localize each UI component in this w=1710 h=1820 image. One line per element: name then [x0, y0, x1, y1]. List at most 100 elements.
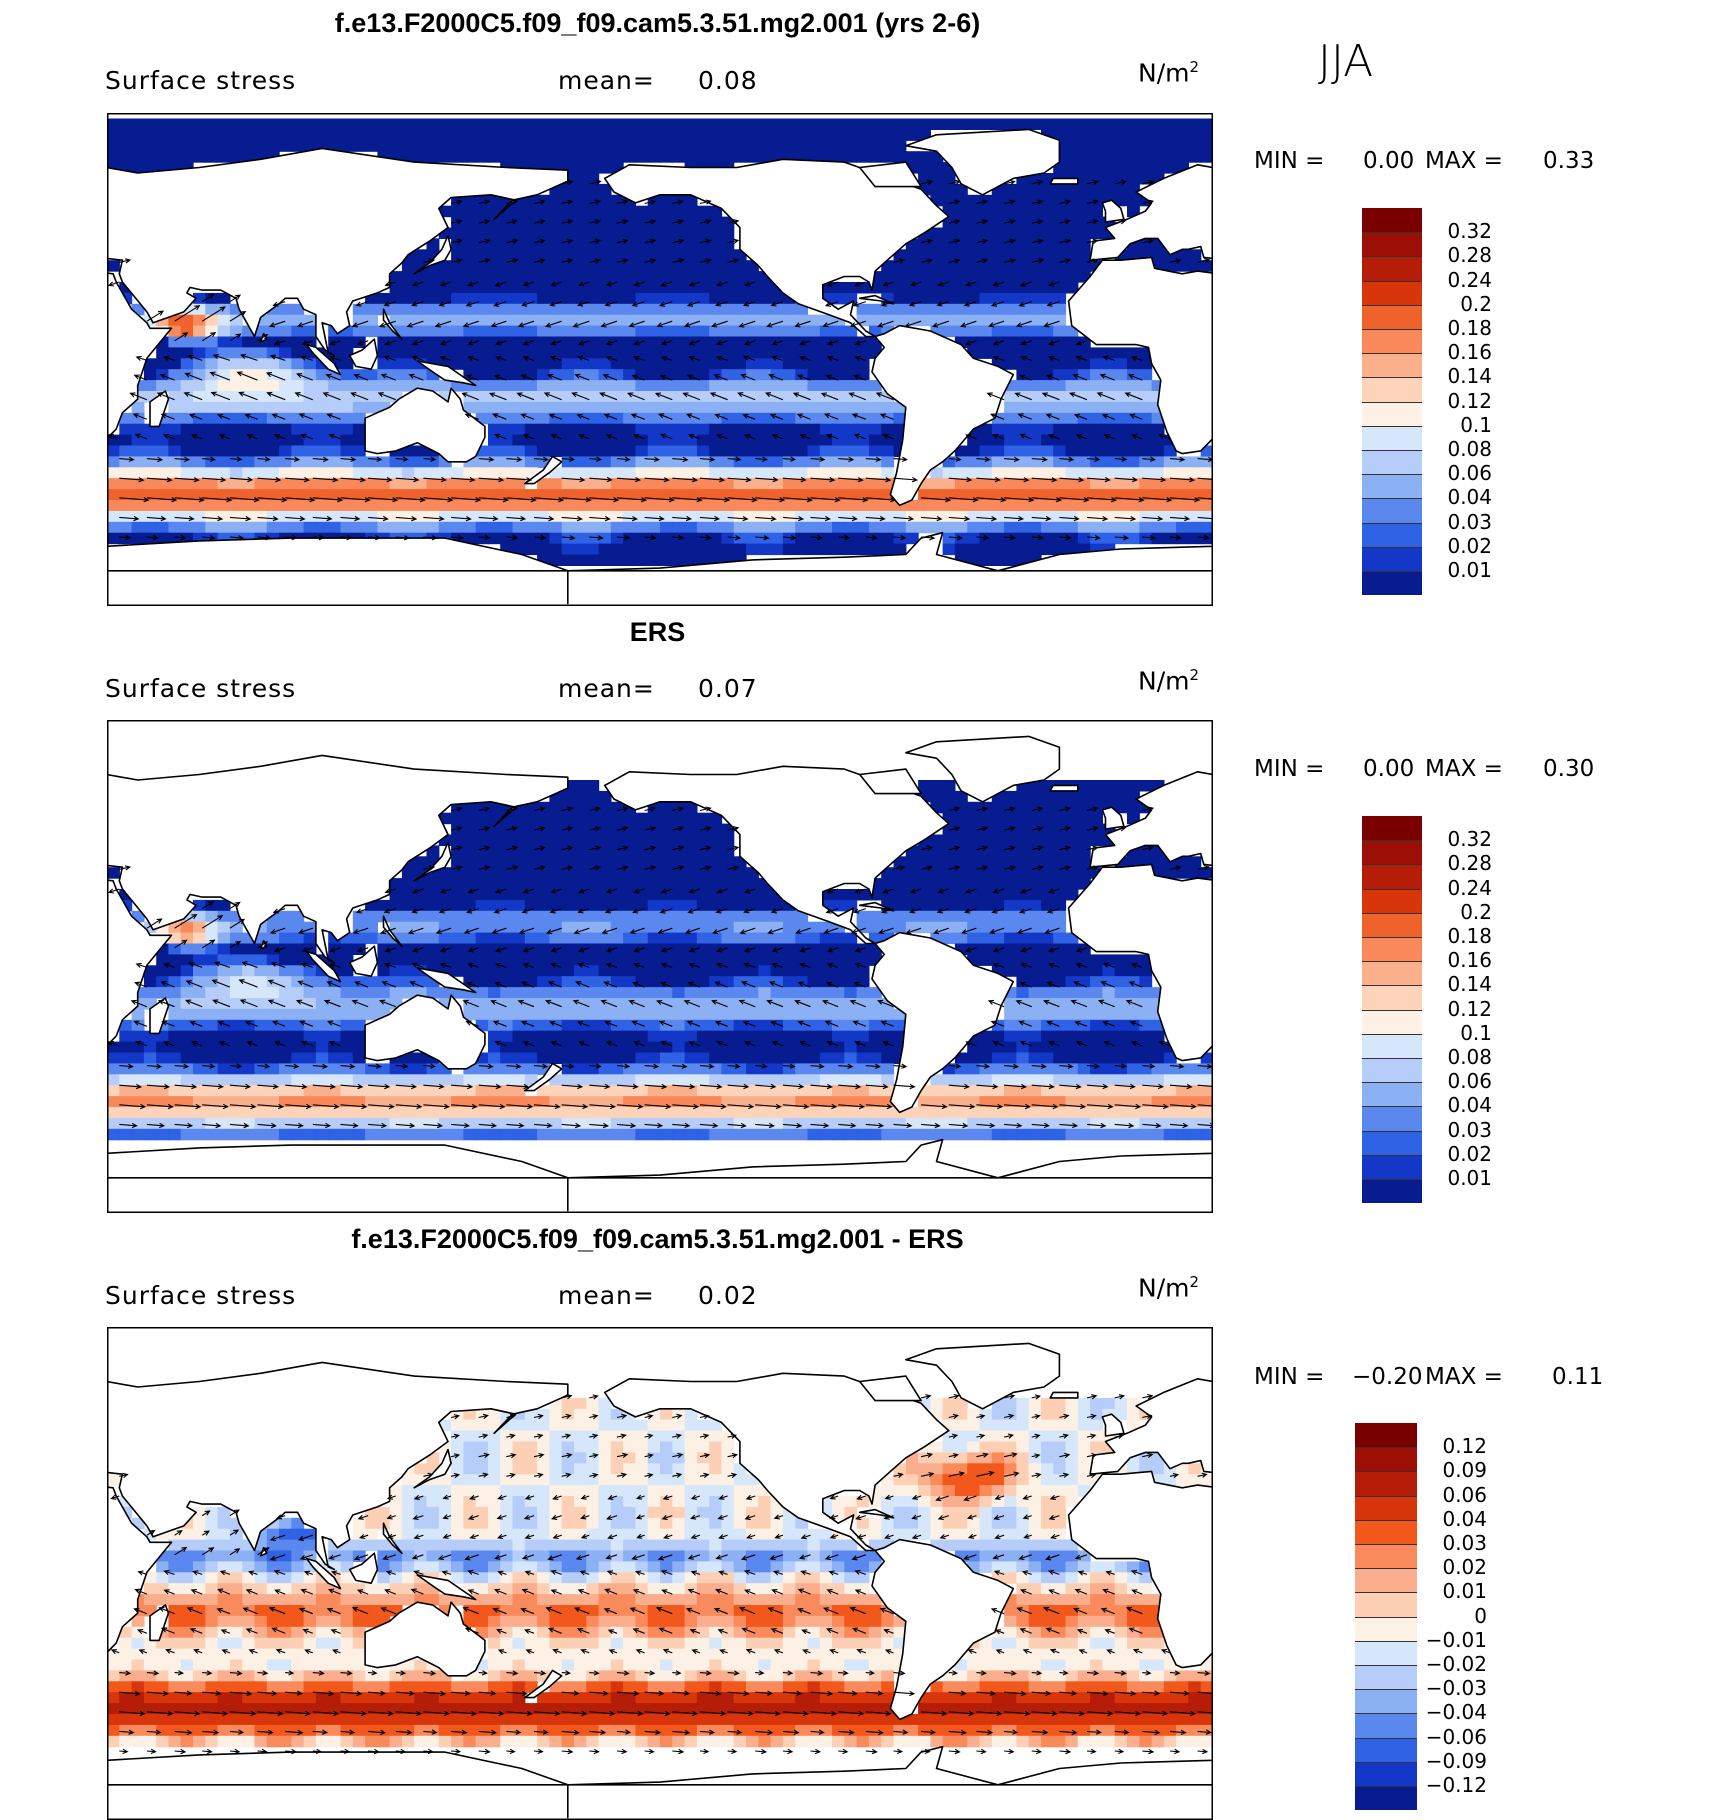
stress-vector — [688, 433, 701, 440]
field-cell — [1028, 790, 1042, 803]
field-cell — [451, 921, 464, 934]
stress-vector — [1169, 534, 1182, 541]
field-cell — [795, 910, 809, 923]
field-cell — [475, 943, 489, 955]
field-cell — [254, 1074, 268, 1086]
field-cell — [1188, 249, 1202, 261]
field-cell — [868, 889, 882, 901]
field-cell — [242, 434, 256, 447]
stress-vector — [1127, 373, 1143, 381]
field-cell — [242, 380, 256, 392]
field-cell — [1188, 260, 1202, 272]
field-cell — [131, 510, 145, 523]
field-cell — [365, 921, 378, 934]
stress-vector — [769, 413, 784, 420]
field-cell — [549, 194, 563, 207]
field-cell — [856, 456, 870, 468]
field-cell — [377, 965, 391, 977]
field-cell — [672, 1052, 686, 1064]
field-cell — [168, 532, 182, 545]
stress-vector — [699, 534, 712, 541]
field-cell — [610, 249, 624, 261]
field-cell — [561, 489, 575, 501]
field-cell — [463, 314, 477, 327]
field-cell — [414, 878, 428, 890]
field-cell — [119, 521, 133, 534]
field-cell — [561, 336, 575, 348]
field-cell — [279, 998, 292, 1010]
field-cell — [610, 227, 624, 239]
field-cell — [1176, 510, 1189, 523]
field-cell — [918, 478, 931, 490]
field-cell — [942, 271, 956, 283]
field-cell — [1139, 369, 1153, 381]
field-cell — [672, 227, 686, 239]
field-cell — [1090, 401, 1103, 414]
stress-vector — [478, 219, 491, 225]
field-cell — [942, 118, 956, 130]
field-cell — [291, 347, 305, 359]
field-cell — [696, 510, 710, 523]
field-cell — [266, 434, 280, 447]
field-cell — [746, 445, 759, 457]
stress-vector — [1114, 476, 1139, 483]
stress-vector — [577, 301, 590, 307]
field-cell — [1090, 834, 1103, 846]
stress-vector — [533, 219, 546, 225]
stress-vector — [492, 413, 507, 420]
field-cell — [537, 1030, 550, 1043]
field-cell — [500, 954, 514, 966]
field-cell — [574, 423, 587, 436]
field-cell — [1127, 194, 1140, 207]
field-cell — [868, 314, 882, 327]
field-cell — [1077, 205, 1091, 218]
field-cell — [1163, 532, 1177, 545]
field-cell — [881, 151, 895, 163]
stress-vector — [699, 515, 721, 522]
field-cell — [1127, 1052, 1140, 1064]
field-cell — [254, 500, 268, 512]
field-cell — [401, 1052, 415, 1064]
field-cell — [696, 532, 710, 545]
field-cell — [623, 1030, 636, 1043]
field-cell — [414, 889, 428, 901]
panel-title: f.e13.F2000C5.f09_f09.cam5.3.51.mg2.001 … — [334, 8, 981, 38]
field-cell — [819, 1074, 833, 1086]
field-cell — [414, 118, 428, 130]
field-cell — [193, 347, 206, 359]
field-cell — [586, 369, 600, 381]
field-cell — [733, 1030, 747, 1043]
field-cell — [488, 812, 501, 825]
field-cell — [549, 954, 563, 966]
field-cell — [696, 412, 710, 425]
field-cell — [303, 1041, 317, 1054]
field-cell — [733, 314, 747, 327]
field-cell — [807, 532, 821, 545]
field-cell — [733, 358, 747, 370]
field-cell — [291, 336, 305, 348]
field-cell — [229, 1041, 243, 1054]
field-cell — [979, 867, 993, 879]
field-cell — [721, 129, 735, 141]
field-cell — [377, 1063, 391, 1075]
field-cell — [426, 129, 440, 141]
field-cell — [967, 1063, 981, 1075]
stress-vector — [1197, 515, 1213, 522]
stress-vector — [931, 320, 949, 328]
stress-vector — [340, 477, 367, 483]
field-cell — [623, 478, 636, 490]
field-cell — [389, 954, 403, 966]
field-cell — [598, 238, 612, 250]
field-cell — [463, 358, 477, 370]
field-cell — [1016, 921, 1030, 934]
field-cell — [746, 129, 759, 141]
field-cell — [168, 500, 182, 512]
field-cell — [537, 249, 550, 261]
field-cell — [561, 899, 575, 912]
field-cell — [229, 1074, 243, 1086]
field-cell — [709, 1074, 723, 1086]
field-cell — [1016, 965, 1030, 977]
field-cell — [660, 954, 673, 966]
field-cell — [856, 314, 870, 327]
stress-vector — [644, 199, 657, 205]
